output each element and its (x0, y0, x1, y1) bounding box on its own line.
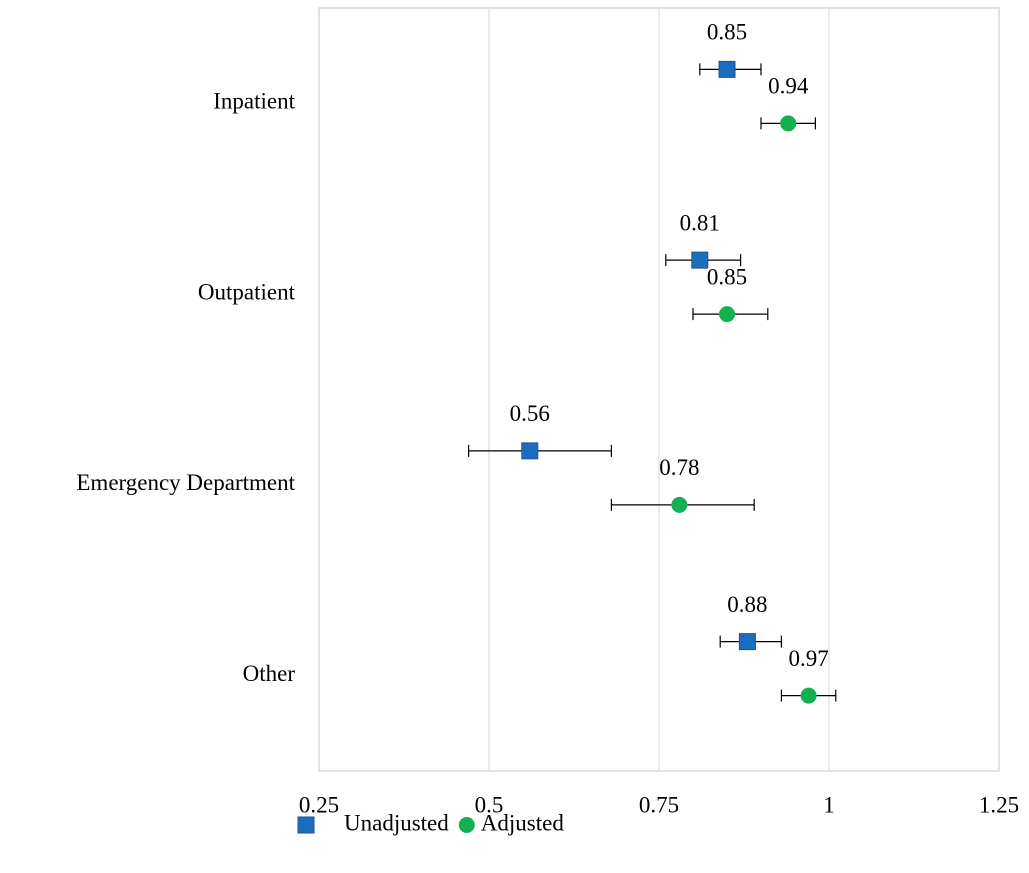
legend-label: Adjusted (481, 810, 565, 835)
marker (671, 496, 688, 513)
marker (691, 251, 709, 269)
data-label: 0.85 (707, 264, 747, 289)
marker (521, 442, 539, 460)
y-tick-label: Emergency Department (76, 470, 295, 495)
data-label: 0.88 (727, 592, 767, 617)
data-label: 0.81 (680, 210, 720, 235)
data-label: 0.85 (707, 20, 747, 45)
legend-label: Unadjusted (344, 810, 449, 835)
marker (800, 687, 817, 704)
legend-marker (297, 816, 315, 834)
error-bar (468, 444, 613, 457)
y-tick-label: Inpatient (213, 89, 295, 114)
marker (738, 633, 756, 651)
data-label: 0.94 (768, 74, 809, 99)
x-tick-label: 1 (823, 792, 835, 817)
data-label: 0.56 (510, 401, 550, 426)
x-tick-label: 0.5 (475, 792, 504, 817)
legend-marker (458, 817, 475, 833)
x-tick-label: 0.75 (639, 792, 679, 817)
x-tick-label: 1.25 (979, 792, 1019, 817)
data-label: 0.78 (659, 455, 699, 480)
y-tick-label: Outpatient (198, 279, 296, 304)
x-tick-label: 0.25 (299, 792, 339, 817)
data-label: 0.97 (788, 646, 828, 671)
marker (780, 115, 797, 132)
marker (718, 60, 736, 78)
y-tick-label: Other (243, 661, 296, 686)
marker (719, 306, 735, 323)
